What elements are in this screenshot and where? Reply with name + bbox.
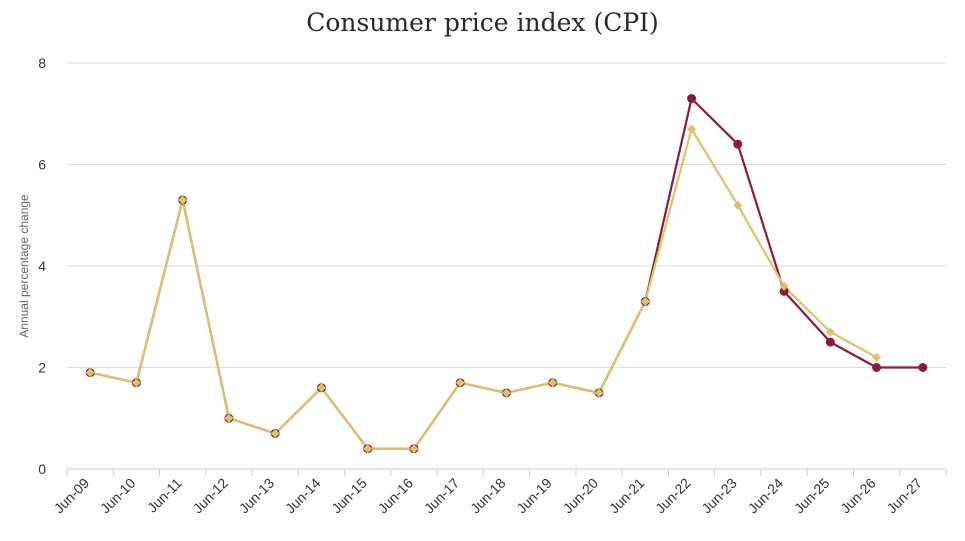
series-2-point xyxy=(502,388,511,398)
chart-title: Consumer price index (CPI) xyxy=(306,8,659,37)
series-1-point xyxy=(918,363,928,372)
series-2-point xyxy=(363,444,373,454)
series-2-point xyxy=(872,352,882,362)
x-tick-label: Jun-18 xyxy=(467,475,509,517)
x-tick-label: Jun-10 xyxy=(97,475,139,517)
x-tick-label: Jun-21 xyxy=(606,475,648,517)
y-tick-label: 0 xyxy=(38,461,46,477)
y-tick-label: 6 xyxy=(38,157,46,173)
series-1-point xyxy=(779,286,789,296)
x-tick-label: Jun-25 xyxy=(791,475,833,517)
x-tick-label: Jun-12 xyxy=(189,475,231,517)
series-2-point xyxy=(224,413,234,423)
series-2-point xyxy=(316,383,326,393)
series-2-point xyxy=(779,281,789,291)
series-2-point xyxy=(640,297,650,307)
series-1-point xyxy=(733,139,743,149)
series-2-point xyxy=(131,378,141,388)
series-2-point xyxy=(548,378,558,388)
series-2-point xyxy=(455,378,465,388)
x-tick-label: Jun-22 xyxy=(652,475,694,517)
series-2-point xyxy=(825,327,835,337)
x-tick-label: Jun-16 xyxy=(375,475,417,517)
x-tick-label: Jun-15 xyxy=(328,475,370,517)
x-tick-label: Jun-23 xyxy=(698,475,740,517)
series-2-point xyxy=(733,200,743,210)
x-tick-label: Jun-26 xyxy=(837,475,879,517)
y-tick-label: 8 xyxy=(38,55,46,71)
series-2-point xyxy=(85,368,95,378)
y-tick-label: 4 xyxy=(38,258,46,274)
series-1-point xyxy=(872,363,882,372)
series-2-point xyxy=(178,195,188,205)
x-tick-label: Jun-19 xyxy=(513,475,555,517)
x-tick-label: Jun-13 xyxy=(236,475,278,517)
series-2-point xyxy=(687,124,697,134)
y-tick-label: 2 xyxy=(38,360,46,376)
series-2-point xyxy=(409,444,419,454)
series-2-point xyxy=(270,428,280,438)
x-tick-label: Jun-17 xyxy=(421,475,463,517)
x-tick-label: Jun-27 xyxy=(883,475,925,517)
series-1-point xyxy=(687,94,697,104)
series-line-2 xyxy=(89,127,878,450)
series-2-point xyxy=(594,388,604,398)
x-tick-label: Jun-09 xyxy=(51,475,93,517)
x-tick-label: Jun-14 xyxy=(282,475,324,517)
x-tick-label: Jun-11 xyxy=(144,475,185,516)
x-tick-label: Jun-20 xyxy=(560,475,602,517)
x-tick-label: Jun-24 xyxy=(745,475,787,517)
series-1-point xyxy=(825,337,835,347)
